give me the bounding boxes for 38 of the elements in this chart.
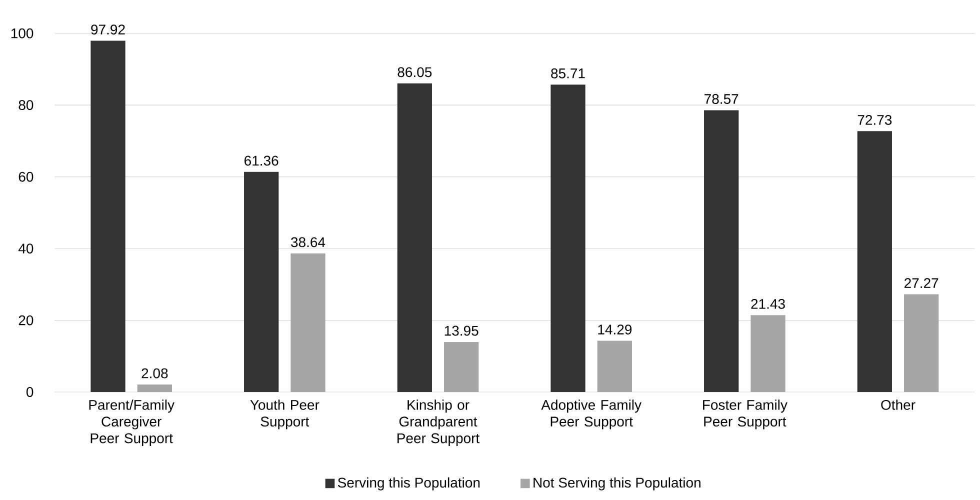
- bar: [550, 84, 586, 392]
- bar: [90, 40, 126, 392]
- y-tick-label: 40: [18, 244, 34, 254]
- bar: [137, 384, 172, 392]
- bar: [857, 131, 892, 392]
- x-tick-label: Adoptive Family Peer Support: [541, 400, 642, 430]
- bar: [750, 315, 786, 392]
- x-tick-label: Other: [881, 400, 916, 410]
- data-label: 2.08: [142, 368, 168, 378]
- y-tick-label: 100: [11, 28, 34, 38]
- x-tick-label: Parent/Family Caregiver Peer Support: [89, 400, 174, 446]
- data-label: 72.73: [858, 114, 892, 125]
- legend-label: Serving this Population: [338, 477, 480, 490]
- bar: [290, 253, 326, 392]
- data-label: 61.36: [244, 156, 278, 166]
- y-tick-label: 20: [18, 315, 34, 326]
- bar: [244, 172, 279, 392]
- bar: [397, 83, 432, 392]
- data-label: 78.57: [704, 94, 738, 104]
- data-label: 85.71: [551, 68, 585, 78]
- x-tick-label: Youth Peer Support: [250, 400, 320, 430]
- data-label: 27.27: [904, 278, 938, 288]
- bar: [904, 294, 939, 392]
- data-label: 86.05: [398, 67, 432, 78]
- data-label: 21.43: [751, 298, 785, 309]
- y-tick-label: 60: [18, 172, 34, 182]
- data-label: 14.29: [598, 324, 632, 334]
- x-tick-label: Kinship or Grandparent Peer Support: [398, 400, 480, 446]
- legend-label: Not Serving this Population: [534, 477, 700, 490]
- data-label: 13.95: [444, 326, 478, 336]
- y-tick-label: 0: [26, 387, 34, 397]
- y-tick-label: 80: [18, 100, 34, 110]
- data-label: 97.92: [91, 24, 125, 35]
- x-tick-label: Foster Family Peer Support: [703, 400, 788, 430]
- bar: [704, 110, 739, 392]
- data-label: 38.64: [291, 237, 326, 248]
- bar: [444, 342, 479, 392]
- bar: [597, 340, 632, 392]
